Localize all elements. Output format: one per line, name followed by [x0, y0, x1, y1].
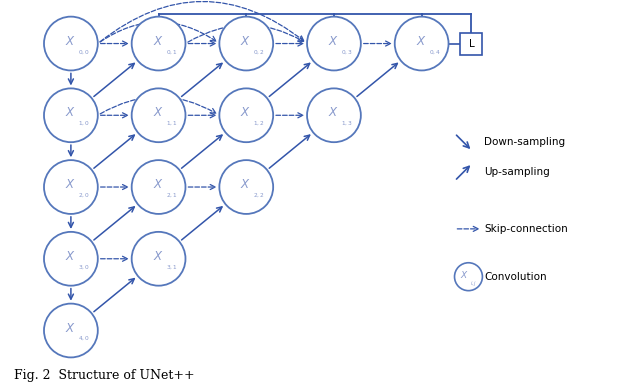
Text: $\mathit{X}$: $\mathit{X}$: [328, 35, 339, 48]
Text: $\mathit{X}$: $\mathit{X}$: [65, 178, 76, 191]
Text: $\mathit{X}$: $\mathit{X}$: [241, 106, 251, 119]
Text: $\mathit{X}$: $\mathit{X}$: [241, 178, 251, 191]
Text: L: L: [468, 38, 474, 48]
FancyBboxPatch shape: [461, 33, 483, 54]
Text: $_{1,0}$: $_{1,0}$: [78, 119, 90, 128]
Text: $_{2,0}$: $_{2,0}$: [78, 191, 90, 200]
Text: $\mathit{X}$: $\mathit{X}$: [65, 322, 76, 334]
Text: Convolution: Convolution: [484, 272, 547, 282]
Text: $_{0,1}$: $_{0,1}$: [166, 47, 177, 57]
Circle shape: [454, 263, 483, 291]
Text: $_{2,2}$: $_{2,2}$: [253, 191, 265, 200]
Circle shape: [220, 88, 273, 142]
Text: $_{0,0}$: $_{0,0}$: [78, 47, 90, 57]
Text: Skip-connection: Skip-connection: [484, 224, 568, 234]
Text: $\mathit{X}$: $\mathit{X}$: [153, 106, 163, 119]
Text: $\mathit{X}$: $\mathit{X}$: [153, 178, 163, 191]
Circle shape: [307, 17, 361, 71]
Text: $\mathit{X}$: $\mathit{X}$: [65, 35, 76, 48]
Circle shape: [307, 88, 361, 142]
Text: $_{i,j}$: $_{i,j}$: [470, 279, 477, 289]
Text: Up-sampling: Up-sampling: [484, 167, 550, 177]
Circle shape: [132, 232, 186, 286]
Text: $\mathit{X}$: $\mathit{X}$: [416, 35, 426, 48]
Text: $\mathit{X}$: $\mathit{X}$: [328, 106, 339, 119]
Text: $_{3,1}$: $_{3,1}$: [166, 263, 177, 272]
Circle shape: [44, 232, 98, 286]
Circle shape: [44, 17, 98, 71]
Text: $_{1,2}$: $_{1,2}$: [253, 119, 265, 128]
Text: Fig. 2  Structure of UNet++: Fig. 2 Structure of UNet++: [14, 369, 195, 381]
Circle shape: [395, 17, 449, 71]
Circle shape: [44, 160, 98, 214]
Text: $\mathit{X}$: $\mathit{X}$: [460, 269, 469, 280]
Text: $\mathit{X}$: $\mathit{X}$: [153, 250, 163, 263]
Circle shape: [220, 160, 273, 214]
Text: Down-sampling: Down-sampling: [484, 137, 566, 147]
Text: $_{3,0}$: $_{3,0}$: [78, 263, 90, 272]
Text: $_{1,1}$: $_{1,1}$: [166, 119, 177, 128]
Text: $\mathit{X}$: $\mathit{X}$: [65, 250, 76, 263]
Text: $\mathit{X}$: $\mathit{X}$: [153, 35, 163, 48]
Text: $_{0,3}$: $_{0,3}$: [341, 47, 353, 57]
Circle shape: [132, 17, 186, 71]
Text: $_{0,4}$: $_{0,4}$: [429, 47, 441, 57]
Text: $\mathit{X}$: $\mathit{X}$: [65, 106, 76, 119]
Circle shape: [44, 88, 98, 142]
Text: $_{4,0}$: $_{4,0}$: [78, 334, 90, 343]
Text: $\mathit{X}$: $\mathit{X}$: [241, 35, 251, 48]
Circle shape: [220, 17, 273, 71]
Text: $_{2,1}$: $_{2,1}$: [166, 191, 177, 200]
Text: $_{0,2}$: $_{0,2}$: [253, 47, 265, 57]
Circle shape: [44, 303, 98, 357]
Circle shape: [132, 88, 186, 142]
Circle shape: [132, 160, 186, 214]
Text: $_{1,3}$: $_{1,3}$: [341, 119, 353, 128]
